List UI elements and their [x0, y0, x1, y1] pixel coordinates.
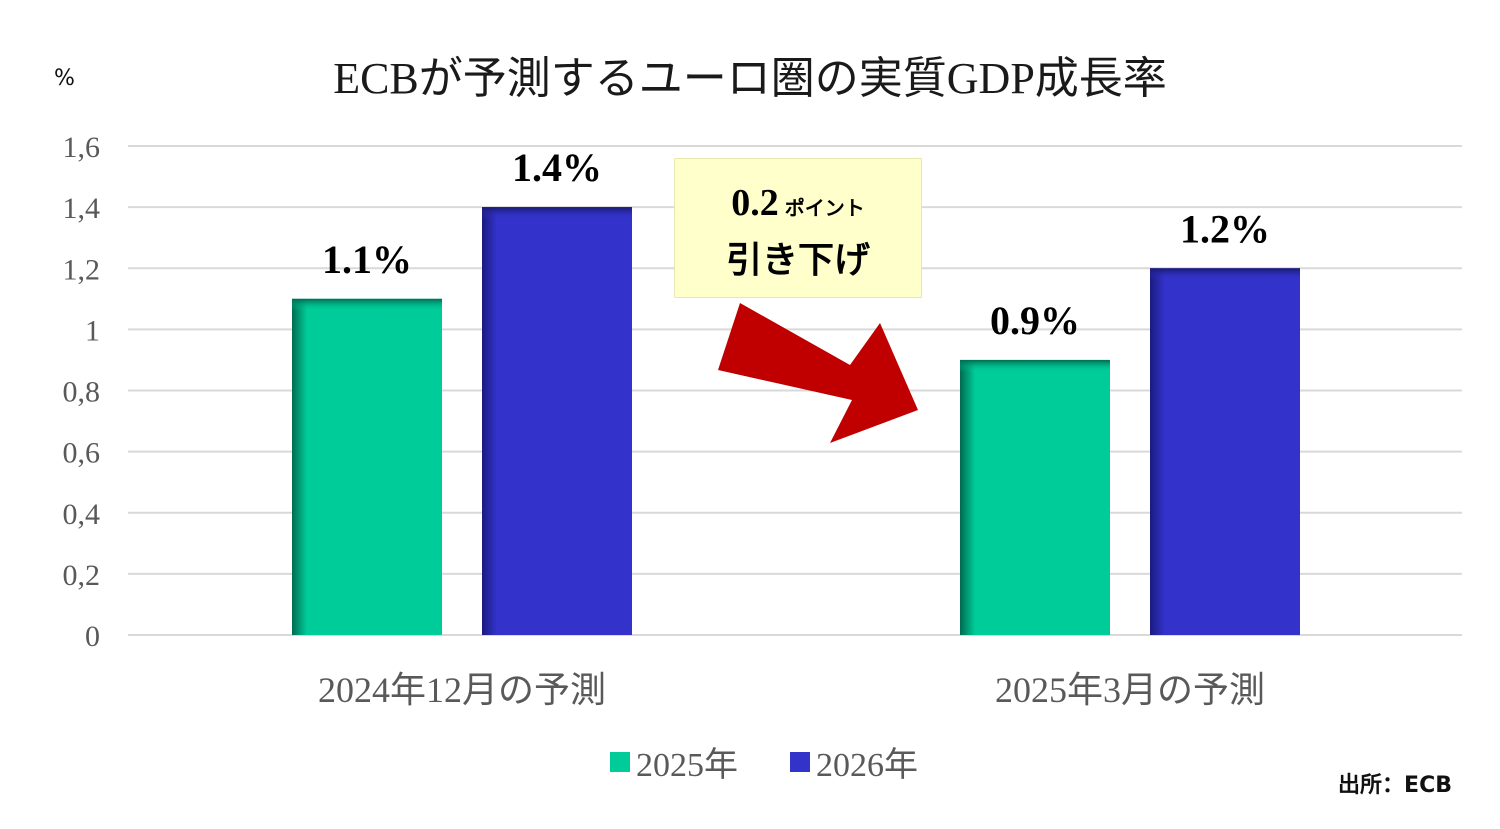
- y-tick-label: 0,6: [63, 437, 101, 470]
- y-tick-label: 1: [85, 314, 100, 347]
- callout-value: 0.2: [731, 182, 779, 224]
- legend-label: 2025年: [636, 746, 738, 784]
- data-label: 0.9%: [990, 298, 1080, 343]
- chart-title: ECBが予測するユーロ圏の実質GDP成長率: [333, 54, 1167, 103]
- y-tick-label: 1,6: [63, 131, 101, 164]
- data-label: 1.1%: [322, 237, 412, 282]
- callout-box: 0.2 ポイント 引き下げ: [674, 158, 922, 298]
- callout-unit: ポイント: [784, 196, 865, 220]
- data-label: 1.2%: [1180, 206, 1270, 251]
- legend-swatch: [610, 752, 630, 772]
- y-tick-label: 1,2: [63, 253, 101, 286]
- bar-top-shade: [1150, 268, 1300, 281]
- bar-2025年: [292, 298, 442, 635]
- x-axis-categories: 2024年12月の予測 2025年3月の予測: [318, 670, 1265, 710]
- callout-text: 引き下げ: [725, 240, 870, 281]
- data-labels: 1.1% 1.4% 0.9% 1.2%: [322, 145, 1270, 343]
- bars: [292, 207, 1300, 635]
- x-category-label: 2024年12月の予測: [318, 670, 606, 710]
- bar-top-shade: [292, 298, 442, 311]
- down-arrow-icon: [718, 303, 918, 443]
- y-axis-ticks: 0 0,2 0,4 0,6 0,8 1 1,2 1,4 1,6: [63, 131, 101, 653]
- data-label: 1.4%: [512, 145, 602, 190]
- bar-2025年: [960, 359, 1110, 635]
- y-unit-label: %: [54, 66, 75, 91]
- legend-label: 2026年: [816, 746, 918, 784]
- bar-2026年: [482, 207, 632, 635]
- y-tick-label: 0: [85, 620, 100, 653]
- legend-swatch: [790, 752, 810, 772]
- y-tick-label: 1,4: [63, 192, 101, 225]
- x-category-label: 2025年3月の予測: [995, 670, 1265, 710]
- y-tick-label: 0,4: [63, 498, 101, 531]
- legend: 2025年 2026年: [610, 746, 918, 784]
- source-note: 出所：ECB: [1338, 773, 1452, 798]
- bar-2026年: [1150, 268, 1300, 635]
- bar-top-shade: [482, 207, 632, 220]
- y-tick-label: 0,8: [63, 376, 101, 409]
- y-tick-label: 0,2: [63, 559, 101, 592]
- bar-top-shade: [960, 359, 1110, 372]
